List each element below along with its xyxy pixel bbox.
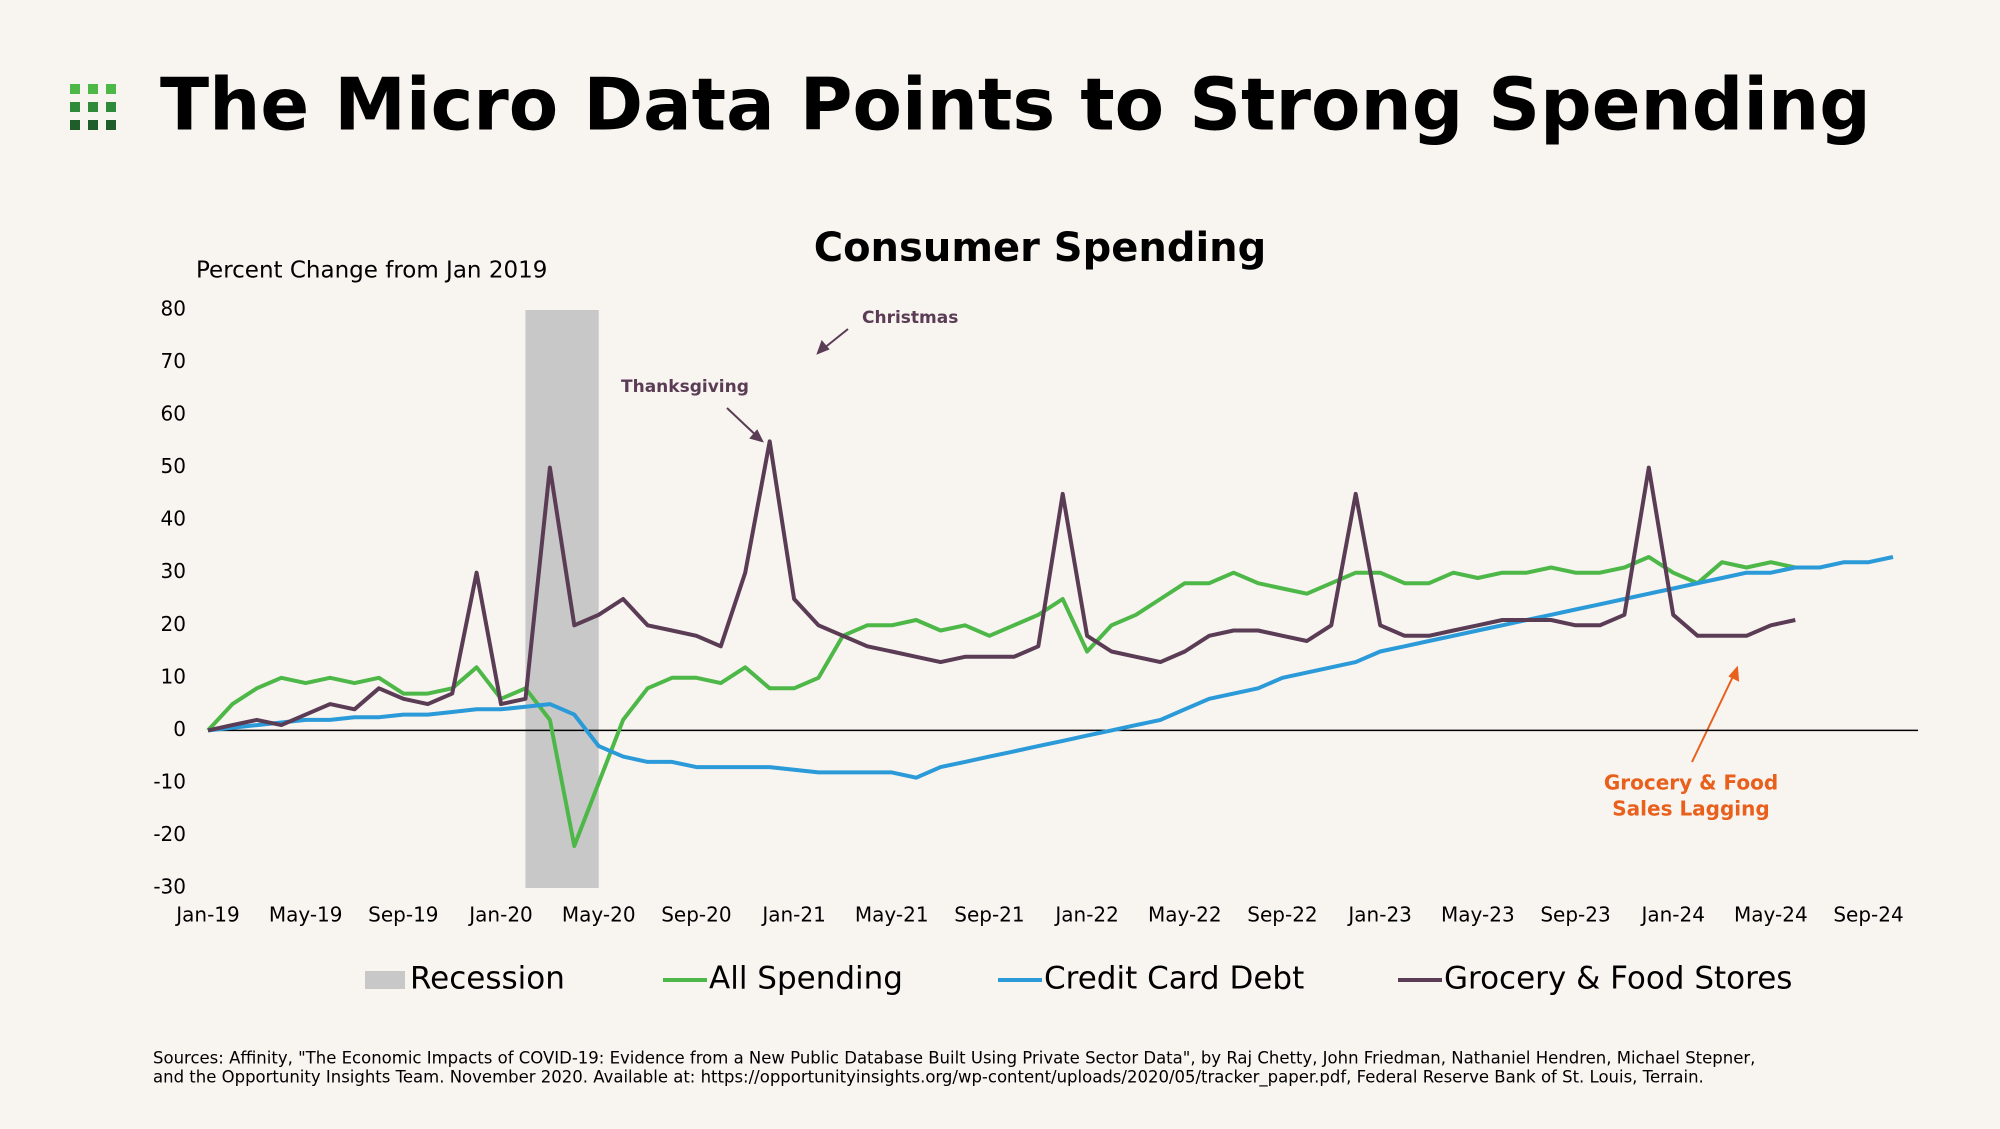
y-tick-label: 30	[161, 559, 186, 583]
x-tick-label: Sep-22	[1247, 903, 1317, 927]
series-line	[206, 555, 1796, 848]
x-tick-label: May-23	[1441, 903, 1515, 927]
y-tick-label: 40	[161, 507, 186, 531]
x-tick-label: Sep-19	[368, 903, 438, 927]
y-tick-label: 10	[161, 664, 186, 688]
annotation: Thanksgiving	[621, 377, 749, 397]
source-note: and the Opportunity Insights Team. Novem…	[153, 1068, 1704, 1088]
x-tick-label: May-24	[1734, 903, 1808, 927]
legend-label: Recession	[410, 961, 565, 997]
x-tick-label: Jan-23	[1346, 903, 1412, 927]
legend-swatch	[365, 971, 405, 989]
x-tick-label: May-22	[1148, 903, 1222, 927]
x-tick-label: Jan-21	[760, 903, 826, 927]
logo-icon	[70, 84, 116, 130]
legend-label: Credit Card Debt	[1044, 961, 1304, 997]
y-tick-label: 20	[161, 612, 186, 636]
y-tick-label: 70	[161, 349, 186, 373]
legend-label: All Spending	[709, 961, 903, 997]
x-tick-label: Sep-20	[661, 903, 731, 927]
annotation: Sales Lagging	[1612, 797, 1769, 821]
source-note: Sources: Affinity, "The Economic Impacts…	[153, 1049, 1755, 1068]
x-tick-label: Jan-20	[467, 903, 533, 927]
x-tick-label: Jan-22	[1053, 903, 1119, 927]
annotation-arrows	[726, 328, 1740, 763]
annotation: Christmas	[862, 308, 958, 328]
legend-label: Grocery & Food Stores	[1444, 961, 1792, 997]
y-axis-label: Percent Change from Jan 2019	[196, 258, 547, 284]
y-tick-label: 60	[161, 402, 186, 426]
y-tick-label: 0	[173, 717, 186, 741]
y-tick-label: -30	[153, 875, 186, 899]
x-tick-label: Sep-21	[954, 903, 1024, 927]
chart-title: Consumer Spending	[814, 225, 1267, 271]
x-tick-label: May-20	[562, 903, 636, 927]
x-tick-label: Sep-23	[1540, 903, 1610, 927]
page-title: The Micro Data Points to Strong Spending	[160, 63, 1871, 147]
x-tick-label: Jan-19	[174, 903, 240, 927]
series-line	[207, 439, 1796, 733]
x-tick-label: May-21	[855, 903, 929, 927]
y-tick-label: -20	[153, 822, 186, 846]
y-tick-label: 80	[161, 297, 186, 321]
series-line	[207, 555, 1894, 780]
x-tick-label: Jan-24	[1639, 903, 1705, 927]
y-tick-label: -10	[153, 769, 186, 793]
x-tick-label: May-19	[269, 903, 343, 927]
x-tick-label: Sep-24	[1833, 903, 1903, 927]
annotation: Grocery & Food	[1604, 771, 1778, 795]
y-tick-label: 50	[161, 454, 186, 478]
